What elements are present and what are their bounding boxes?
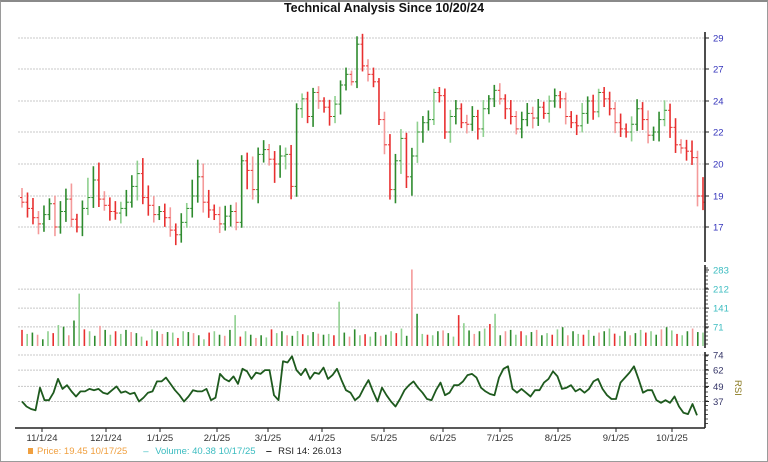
x-axis-label: 9/1/25 xyxy=(603,433,629,444)
price-axis-label: 20 xyxy=(713,160,724,171)
legend-price: Price: 19.45 10/17/25 xyxy=(28,446,131,457)
x-axis-label: 12/1/24 xyxy=(90,433,122,444)
rsi-axis-label: 37 xyxy=(713,397,724,408)
legend: Price: 19.45 10/17/25 – Volume: 40.38 10… xyxy=(28,446,350,457)
x-axis-label: 10/1/25 xyxy=(656,433,688,444)
x-axis-label: 11/1/24 xyxy=(27,433,58,444)
legend-volume-text: Volume: 40.38 10/17/25 xyxy=(155,446,256,457)
volume-axis-label: 283 xyxy=(713,266,729,277)
legend-rsi: ‒ RSI 14: 26.013 xyxy=(266,446,345,457)
rsi-axis-title: RSI xyxy=(732,380,743,396)
x-axis-label: 5/1/25 xyxy=(371,433,397,444)
x-axis-label: 8/1/25 xyxy=(545,433,571,444)
price-axis-label: 29 xyxy=(713,34,724,45)
legend-price-text: Price: 19.45 10/17/25 xyxy=(37,446,128,457)
rsi-axis-label: 74 xyxy=(713,351,724,362)
rsi-axis-label: 49 xyxy=(713,382,724,393)
price-axis-label: 17 xyxy=(713,223,724,234)
volume-axis-label: 71 xyxy=(713,322,724,333)
chart-title: Technical Analysis Since 10/20/24 xyxy=(283,1,485,15)
volume-axis-label: 212 xyxy=(713,285,729,296)
volume-axis-label: 141 xyxy=(713,304,729,315)
x-axis-label: 2/1/25 xyxy=(204,433,230,444)
rsi-axis-label: 62 xyxy=(713,366,724,377)
volume-dash-icon: – xyxy=(143,446,149,457)
x-axis-label: 1/1/25 xyxy=(147,433,173,444)
legend-volume: – Volume: 40.38 10/17/25 xyxy=(138,446,260,457)
x-axis-label: 4/1/25 xyxy=(309,433,335,444)
x-axis-label: 6/1/25 xyxy=(430,433,456,444)
price-swatch-icon xyxy=(28,448,33,454)
price-axis-label: 27 xyxy=(713,65,724,76)
x-axis-label: 7/1/25 xyxy=(487,433,513,444)
rsi-dash-icon: ‒ xyxy=(266,446,272,457)
price-axis-label: 24 xyxy=(713,97,724,108)
legend-rsi-text: RSI 14: 26.013 xyxy=(278,446,342,457)
price-axis-label: 19 xyxy=(713,192,724,203)
x-axis-label: 3/1/25 xyxy=(255,433,281,444)
price-axis-label: 22 xyxy=(713,128,724,139)
